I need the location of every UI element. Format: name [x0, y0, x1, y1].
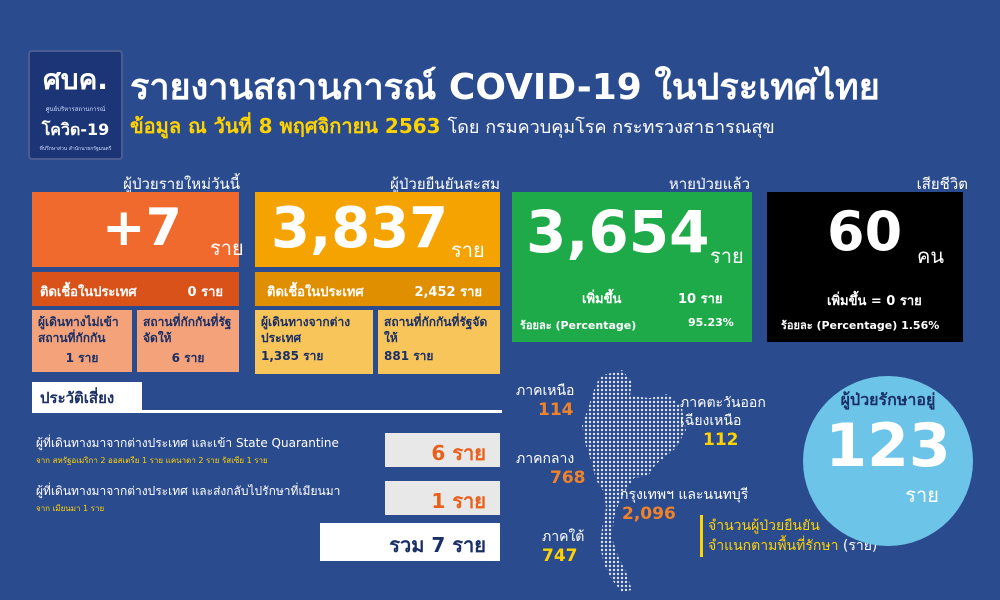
treating-unit: ราย — [905, 483, 939, 507]
region-northeast-label: ภาคตะวันออกเฉียงเหนือ — [680, 395, 766, 429]
treating-circle: ผู้ป่วยรักษาอยู่ 123 ราย — [803, 376, 973, 546]
risk-total: รวม 7 ราย — [320, 523, 500, 561]
new-cases-sub1-value: 1 ราย — [65, 351, 99, 365]
cumulative-sub1-label: ผู้เดินทางจากต่างประเทศ — [261, 315, 351, 345]
deaths-value: 60 — [827, 200, 903, 263]
risk-row1-value: 6 ราย — [385, 433, 500, 467]
region-bangkok-label: กรุงเทพฯ และนนทบุรี — [620, 487, 749, 503]
new-cases-sub1-label: ผู้เดินทางไม่เข้าสถานที่กักกัน — [38, 315, 119, 345]
risk-divider — [32, 410, 502, 413]
cumulative-unit: ราย — [451, 238, 485, 262]
region-south-value: 747 — [542, 546, 578, 566]
region-legend: จำนวนผู้ป่วยยืนยัน จำแนกตามพื้นที่รักษา … — [700, 516, 877, 556]
region-south-label: ภาคใต้ — [542, 529, 585, 545]
risk-row2-note: จาก เมียนมา 1 ราย — [36, 504, 105, 513]
recovered-value: 3,654 — [526, 198, 710, 266]
cumulative-sub2: สถานที่กักกันที่รัฐจัดให้ 881 ราย — [378, 310, 500, 374]
recovered-increase-value: 10 ราย — [678, 292, 723, 307]
logo-covid: โควิด-19 — [41, 120, 110, 139]
recovered-increase-label: เพิ่มขึ้น — [582, 292, 622, 307]
cumulative-caption: ผู้ป่วยยืนยันสะสม — [390, 175, 500, 193]
thailand-map-icon — [582, 370, 686, 592]
recovered-caption: หายป่วยแล้ว — [668, 175, 750, 193]
logo-acronym: ศบค. — [43, 63, 108, 96]
recovered-pct-label: ร้อยละ (Percentage) — [520, 319, 637, 332]
new-cases-value: +7 — [102, 198, 182, 258]
cumulative-local-label: ติดเชื้อในประเทศ — [267, 285, 364, 300]
cumulative-sub1-value: 1,385 ราย — [261, 349, 324, 363]
treating-caption: ผู้ป่วยรักษาอยู่ — [840, 390, 936, 409]
data-date: ข้อมูล ณ วันที่ 8 พฤศจิกายน 2563 — [130, 114, 441, 138]
risk-row2-text: ผู้ที่เดินทางมาจากต่างประเทศ และส่งกลับไ… — [36, 484, 341, 498]
region-north-value: 114 — [538, 400, 574, 420]
region-legend-line1: จำนวนผู้ป่วยยืนยัน — [708, 518, 820, 534]
deaths-card: 60 คน เพิ่มขึ้น = 0 ราย ร้อยละ (Percenta… — [767, 192, 963, 342]
deaths-caption: เสียชีวิต — [916, 175, 968, 193]
new-cases-sub2-label: สถานที่กักกันที่รัฐจัดให้ — [143, 315, 232, 345]
new-cases-sub2: สถานที่กักกันที่รัฐจัดให้ 6 ราย — [137, 310, 239, 372]
new-cases-unit: ราย — [210, 236, 244, 260]
new-cases-card: +7 ราย — [32, 192, 244, 267]
recovered-card: 3,654 ราย เพิ่มขึ้น 10 ราย ร้อยละ (Perce… — [512, 192, 752, 342]
logo-footer: ที่ปรึกษาส่วน สำนักนายกรัฐมนตรี — [39, 146, 112, 152]
cumulative-local-value: 2,452 ราย — [414, 285, 482, 300]
risk-row1-text: ผู้ที่เดินทางมาจากต่างประเทศ และเข้า Sta… — [36, 436, 339, 450]
page-subtitle: ข้อมูล ณ วันที่ 8 พฤศจิกายน 2563 โดย กรม… — [130, 110, 775, 142]
recovered-unit: ราย — [710, 244, 744, 268]
new-cases-local-value: 0 ราย — [187, 285, 223, 300]
dmsc-logo: ศบค. ศูนย์บริหารสถานการณ์ โควิด-19 ที่ปร… — [28, 50, 123, 160]
cumulative-local-strip: ติดเชื้อในประเทศ 2,452 ราย — [255, 272, 500, 306]
cumulative-card: 3,837 ราย — [255, 192, 500, 267]
cumulative-value: 3,837 — [271, 196, 449, 261]
risk-history-tab: ประวัติเสี่ยง — [32, 382, 142, 410]
cumulative-sub1: ผู้เดินทางจากต่างประเทศ 1,385 ราย — [255, 310, 373, 374]
risk-row2-value: 1 ราย — [385, 481, 500, 515]
region-central-value: 768 — [550, 468, 586, 488]
legend-bar — [700, 515, 703, 557]
new-cases-sub1: ผู้เดินทางไม่เข้าสถานที่กักกัน 1 ราย — [32, 310, 132, 372]
new-cases-local-strip: ติดเชื้อในประเทศ 0 ราย — [32, 272, 239, 306]
logo-tagline: ศูนย์บริหารสถานการณ์ — [45, 106, 106, 113]
new-cases-sub2-value: 6 ราย — [171, 351, 205, 365]
page-title: รายงานสถานการณ์ COVID-19 ในประเทศไทย — [130, 67, 880, 108]
treating-value: 123 — [825, 411, 951, 481]
deaths-increase: เพิ่มขึ้น = 0 ราย — [827, 294, 922, 309]
deaths-pct: ร้อยละ (Percentage) 1.56% — [781, 319, 940, 332]
new-cases-caption: ผู้ป่วยรายใหม่วันนี้ — [123, 175, 240, 193]
cumulative-sub2-label: สถานที่กักกันที่รัฐจัดให้ — [384, 315, 488, 345]
region-central-label: ภาคกลาง — [516, 451, 575, 467]
cumulative-sub2-value: 881 ราย — [384, 349, 434, 363]
region-legend-line2: จำแนกตามพื้นที่รักษา (ราย) — [708, 538, 878, 554]
new-cases-local-label: ติดเชื้อในประเทศ — [40, 285, 137, 300]
data-source: โดย กรมควบคุมโรค กระทรวงสาธารณสุข — [447, 117, 775, 138]
region-bangkok-value: 2,096 — [622, 504, 676, 524]
region-north-label: ภาคเหนือ — [516, 383, 575, 399]
risk-row1-note: จาก สหรัฐอเมริกา 2 ออสเตรีย 1 ราย แคนาดา… — [36, 456, 268, 465]
deaths-unit: คน — [917, 244, 945, 268]
recovered-pct-value: 95.23% — [688, 316, 734, 329]
region-northeast-value: 112 — [703, 430, 739, 450]
